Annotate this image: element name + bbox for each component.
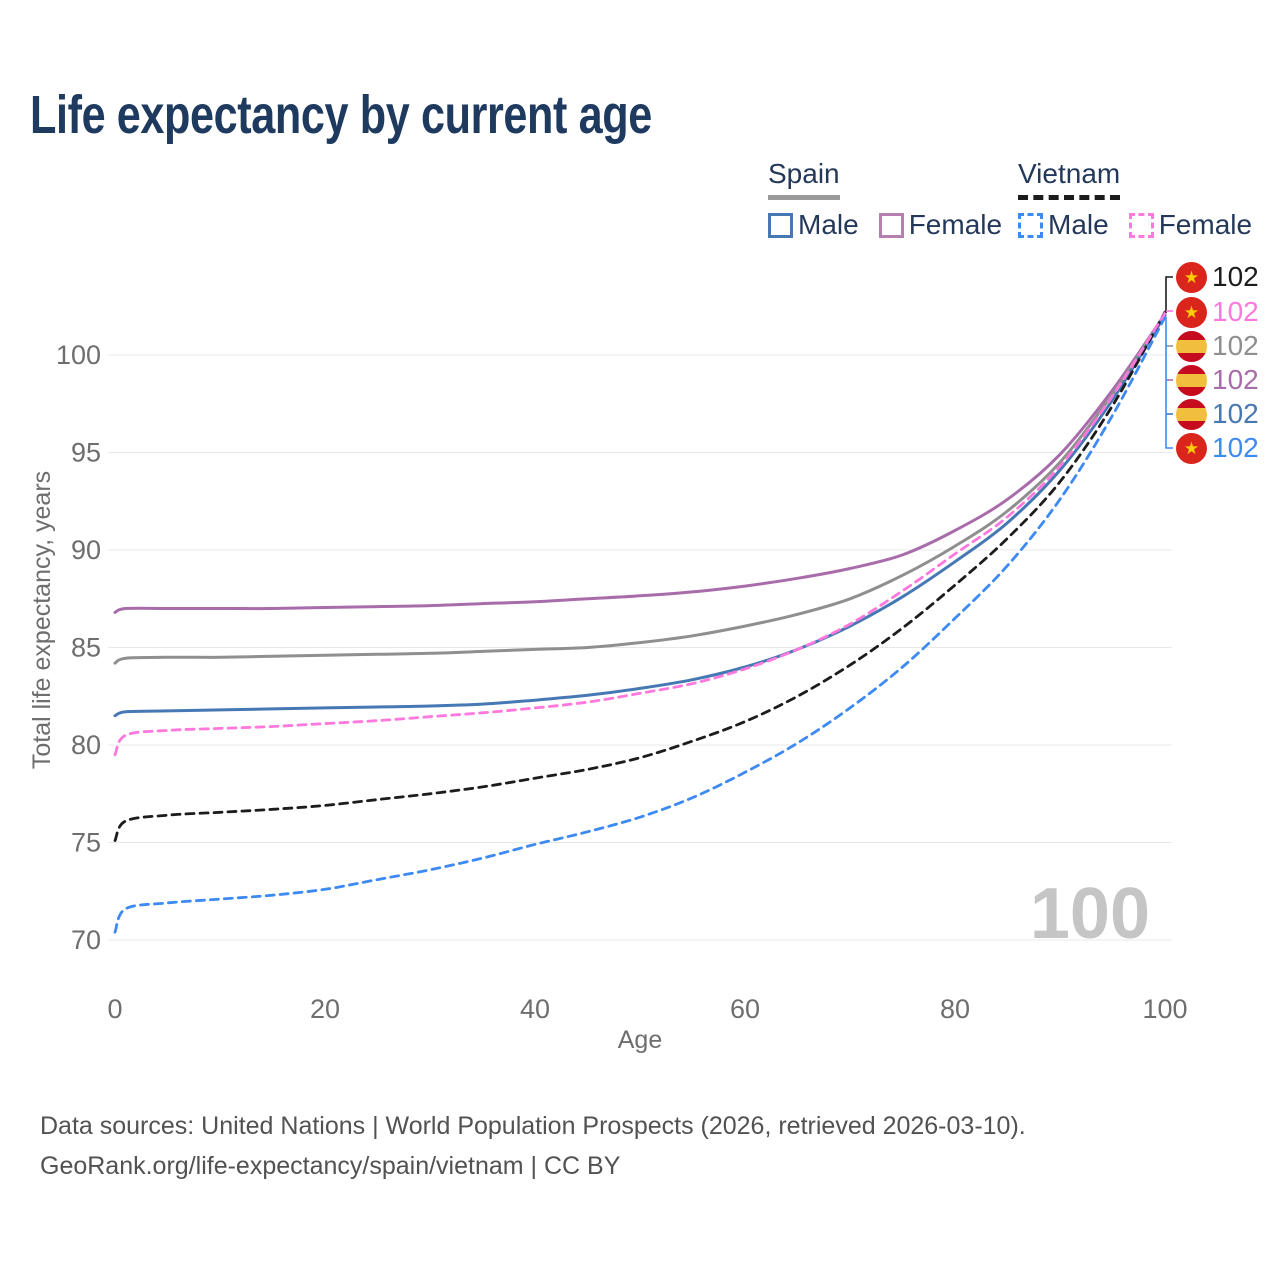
leader-vietnam-male <box>1165 317 1173 449</box>
star-icon: ★ <box>1183 438 1200 458</box>
legend-swatch-vietnam-male[interactable] <box>1018 212 1043 238</box>
end-label-vietnam-total: ★ 102 <box>1176 261 1259 293</box>
end-label-leaders <box>1165 276 1173 449</box>
leader-vietnam-total <box>1165 276 1173 313</box>
y-tick-label-90: 90 <box>71 535 101 565</box>
x-tick-label-20: 20 <box>310 994 340 1024</box>
vietnam-flag-icon: ★ <box>1176 296 1207 328</box>
end-value: 102 <box>1212 364 1259 395</box>
series-line-spain-male <box>113 313 1167 718</box>
end-label-spain-total: 102 <box>1176 330 1259 362</box>
end-value: 102 <box>1212 296 1259 327</box>
end-value: 102 <box>1212 261 1259 292</box>
end-value: 102 <box>1212 330 1259 361</box>
x-tick-label-40: 40 <box>520 994 550 1024</box>
end-value: 102 <box>1212 398 1259 429</box>
footer-sources: Data sources: United Nations | World Pop… <box>40 1112 1026 1140</box>
legend-swatch-vietnam-female[interactable] <box>1128 212 1154 238</box>
legend-group-vietnam-label[interactable]: Vietnam <box>1018 158 1121 200</box>
x-tick-label-0: 0 <box>107 994 122 1024</box>
legend-swatch-spain-male[interactable] <box>768 212 793 238</box>
legend-label-vietnam-male[interactable]: Male <box>1048 209 1109 240</box>
series-line-vietnam-female <box>113 311 1167 757</box>
spain-flag-icon <box>1176 398 1207 430</box>
footer-attribution: GeoRank.org/life-expectancy/spain/vietna… <box>40 1152 621 1180</box>
x-tick-label-60: 60 <box>730 994 760 1024</box>
end-label-spain-female: 102 <box>1176 364 1259 396</box>
end-label-vietnam-male: ★ 102 <box>1176 432 1259 464</box>
legend-row-vietnam: Male Female <box>1018 209 1272 241</box>
x-tick-label-80: 80 <box>940 994 970 1024</box>
end-label-spain-male: 102 <box>1176 398 1259 430</box>
end-value: 102 <box>1212 432 1259 463</box>
y-tick-label-85: 85 <box>71 633 101 663</box>
series-line-spain-female <box>113 312 1167 614</box>
footer: Data sources: United Nations | World Pop… <box>40 1106 1026 1186</box>
x-tick-label-100: 100 <box>1142 994 1187 1024</box>
legend-label-spain-female[interactable]: Female <box>908 209 1003 240</box>
end-label-vietnam-female: ★ 102 <box>1176 296 1259 328</box>
legend-group-vietnam: Vietnam Male Female <box>1018 158 1272 241</box>
page-title: Life expectancy by current age <box>30 85 652 145</box>
legend-label-vietnam-female[interactable]: Female <box>1158 209 1253 240</box>
vietnam-flag-icon: ★ <box>1176 261 1207 293</box>
series-line-spain <box>113 312 1167 665</box>
y-axis-title: Total life expectancy, years <box>28 471 56 769</box>
y-tick-label-95: 95 <box>71 438 101 468</box>
legend-label-spain-male[interactable]: Male <box>798 209 859 240</box>
spain-flag-icon <box>1176 364 1207 396</box>
gridlines <box>108 354 1172 941</box>
legend-swatch-spain-female[interactable] <box>878 212 904 238</box>
y-tick-label-80: 80 <box>71 730 101 760</box>
y-axis: 70 75 80 85 90 95 100 Total life expectancy, ye… <box>28 340 101 955</box>
x-axis-title: Age <box>618 1026 662 1054</box>
y-tick-label-100: 100 <box>56 340 101 370</box>
y-tick-label-70: 70 <box>71 925 101 955</box>
legend-group-spain-label[interactable]: Spain <box>768 158 840 200</box>
spain-flag-icon <box>1176 330 1207 362</box>
vietnam-flag-icon: ★ <box>1176 432 1207 464</box>
star-icon: ★ <box>1183 302 1200 322</box>
series-line-vietnam-male <box>113 315 1167 934</box>
x-axis: 0 20 40 60 80 100 Age <box>107 994 1187 1054</box>
age-watermark: 100 <box>1030 874 1150 954</box>
series-lines <box>113 310 1167 934</box>
legend-row-spain: Male Female <box>768 209 1022 241</box>
star-icon: ★ <box>1183 267 1200 287</box>
legend-group-spain: Spain Male Female <box>768 158 1022 241</box>
series-line-vietnam <box>113 310 1167 842</box>
y-tick-label-75: 75 <box>71 828 101 858</box>
